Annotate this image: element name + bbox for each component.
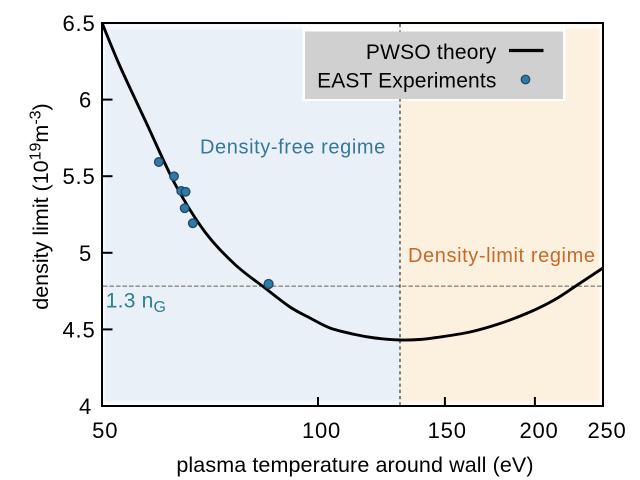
svg-text:1.3 nG: 1.3 nG	[106, 289, 166, 316]
svg-text:100: 100	[302, 418, 341, 443]
svg-text:4.5: 4.5	[63, 317, 96, 342]
svg-text:200: 200	[519, 418, 558, 443]
svg-text:250: 250	[587, 418, 626, 443]
svg-text:EAST Experiments: EAST Experiments	[317, 70, 496, 93]
svg-text:50: 50	[92, 418, 118, 443]
svg-text:Density-limit regime: Density-limit regime	[408, 245, 596, 267]
svg-text:5.5: 5.5	[63, 164, 96, 189]
svg-text:4: 4	[79, 394, 92, 419]
svg-text:density limit (1019m-3): density limit (1019m-3)	[28, 103, 54, 309]
svg-text:plasma temperature around wall: plasma temperature around wall (eV)	[176, 453, 533, 477]
svg-text:6.5: 6.5	[63, 11, 96, 36]
svg-text:Density-free regime: Density-free regime	[200, 136, 386, 158]
svg-text:150: 150	[428, 418, 467, 443]
svg-text:5: 5	[79, 241, 92, 266]
svg-text:PWSO theory: PWSO theory	[366, 41, 497, 64]
svg-text:6: 6	[79, 88, 92, 113]
